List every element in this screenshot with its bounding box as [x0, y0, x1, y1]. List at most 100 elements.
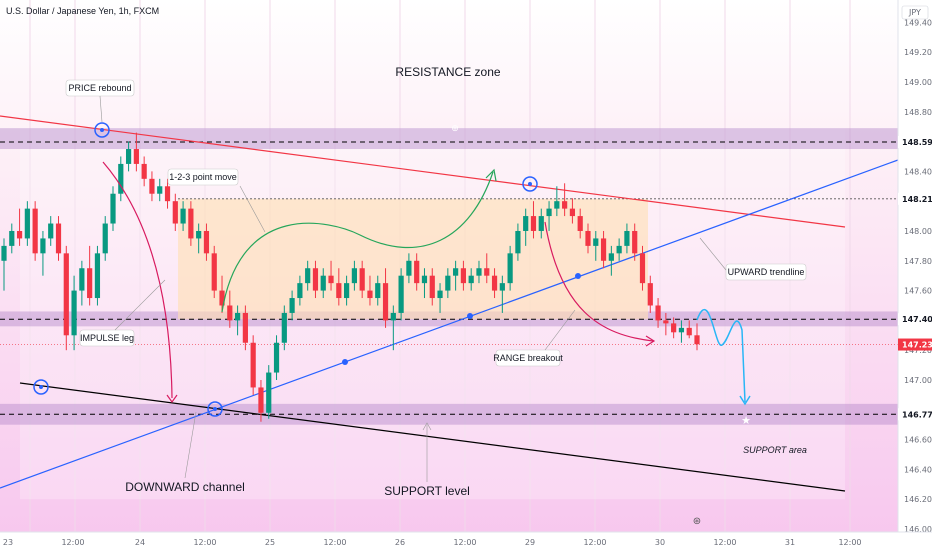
connector	[99, 95, 103, 123]
candle-body	[328, 275, 334, 284]
candle-body	[71, 290, 77, 336]
candle-body	[367, 290, 373, 299]
candle-body	[608, 253, 614, 261]
pivot-circle	[207, 401, 223, 417]
connector	[114, 279, 166, 331]
range-box	[178, 198, 648, 320]
candle-body	[40, 238, 46, 254]
candle-body	[515, 230, 521, 254]
breakout-arrowhead	[645, 335, 656, 347]
candle-body	[141, 163, 147, 179]
candle-body	[390, 312, 396, 321]
price-zone	[0, 128, 898, 150]
candle-body	[203, 230, 210, 254]
candle-body	[523, 216, 529, 231]
candle-body	[16, 230, 23, 239]
alert-icon: ⊕	[451, 123, 459, 133]
x-tick-label: 23	[3, 538, 13, 547]
candle-body	[234, 312, 241, 321]
currency-box	[901, 5, 929, 20]
candle-body	[359, 268, 365, 291]
candle-body	[180, 208, 186, 224]
price-label: 148.597	[902, 138, 932, 147]
candle-body	[9, 230, 15, 246]
x-tick-label: 25	[265, 538, 275, 547]
label-range-breakout: RANGE breakout	[493, 353, 563, 363]
pivot-dot	[100, 128, 104, 132]
label-upward-trendline: UPWARD trendline	[728, 267, 805, 277]
candle-body	[149, 178, 155, 194]
point-move-box	[167, 168, 239, 186]
upward-trendline	[0, 159, 899, 489]
candle-body	[266, 372, 272, 413]
point-move-arrow	[221, 171, 494, 313]
candle-body	[320, 275, 326, 291]
candle-body	[157, 186, 163, 194]
candle-body	[460, 268, 467, 284]
candle-body	[616, 245, 622, 254]
candle-body	[63, 253, 69, 336]
price-axis[interactable]: JPY 146.000 146.200 146.400 146.600 147.000 14…	[897, 0, 932, 550]
x-tick-label: 12:00	[583, 538, 606, 547]
candle-body	[678, 327, 685, 333]
candle-body	[437, 290, 443, 299]
price-label: 146.770	[902, 410, 932, 419]
candle-body	[554, 201, 560, 209]
candle-body	[48, 223, 54, 239]
candle-body	[351, 268, 357, 284]
candle-body	[655, 305, 661, 321]
candle-body	[55, 223, 62, 254]
symbol-title: U.S. Dollar / Japanese Yen, 1h, FXCM	[6, 6, 160, 16]
y-tick-label: 149.400	[904, 18, 932, 27]
candle-body	[569, 208, 576, 217]
y-tick-label: 146.400	[904, 465, 932, 474]
label-downward-channel: DOWNWARD channel	[125, 480, 245, 494]
candle-body	[421, 275, 428, 284]
trendline-touch-dot	[575, 273, 581, 279]
candles-layer	[1, 132, 700, 422]
label-point-move: 1-2-3 point move	[169, 172, 237, 182]
candle-body	[344, 283, 350, 299]
candle-body	[585, 230, 591, 246]
point-move-arrowhead	[485, 168, 497, 182]
candle-body	[538, 216, 544, 231]
price-axis-bg	[898, 0, 932, 550]
x-tick-label: 24	[135, 538, 145, 547]
candle-body	[196, 230, 202, 239]
annotations-layer: ★ PRICE rebound RESISTANCE zone 1-2-3 point…	[33, 65, 807, 527]
candle-body	[281, 312, 287, 343]
time-axis-bg	[0, 532, 932, 550]
candle-body	[639, 253, 646, 284]
candle-body	[414, 260, 420, 284]
candle-body	[382, 283, 389, 321]
x-tick-label: 12:00	[838, 538, 861, 547]
candle-body	[242, 312, 248, 343]
connector	[184, 411, 197, 479]
candle-body	[164, 186, 171, 202]
candle-body	[250, 342, 256, 388]
y-tick-label: 147.600	[904, 287, 932, 296]
x-tick-label: 12:00	[713, 538, 736, 547]
candle-body	[530, 216, 537, 231]
time-axis[interactable]: 23 12:00 24 12:00 25 12:00 26 12:00 29 12:00 30 12:…	[0, 531, 932, 550]
candle-body	[671, 323, 677, 333]
candle-body	[663, 320, 669, 324]
candle-body	[375, 283, 381, 299]
price-label-bg	[898, 313, 932, 326]
y-tick-label: 146.600	[904, 436, 932, 445]
candle-body	[102, 223, 108, 254]
candle-body	[24, 208, 30, 239]
candle-body	[468, 275, 474, 284]
impulse-leg-box	[79, 329, 135, 347]
candle-body	[632, 230, 638, 254]
pivot-circle	[522, 176, 538, 192]
connector	[544, 309, 576, 351]
pivot-circle	[33, 379, 49, 395]
currency-label: JPY	[908, 8, 921, 17]
candle-body	[562, 201, 568, 209]
projection-path	[696, 309, 746, 403]
trendline-touch-dot	[342, 359, 348, 365]
y-tick-label: 148.800	[904, 108, 932, 117]
